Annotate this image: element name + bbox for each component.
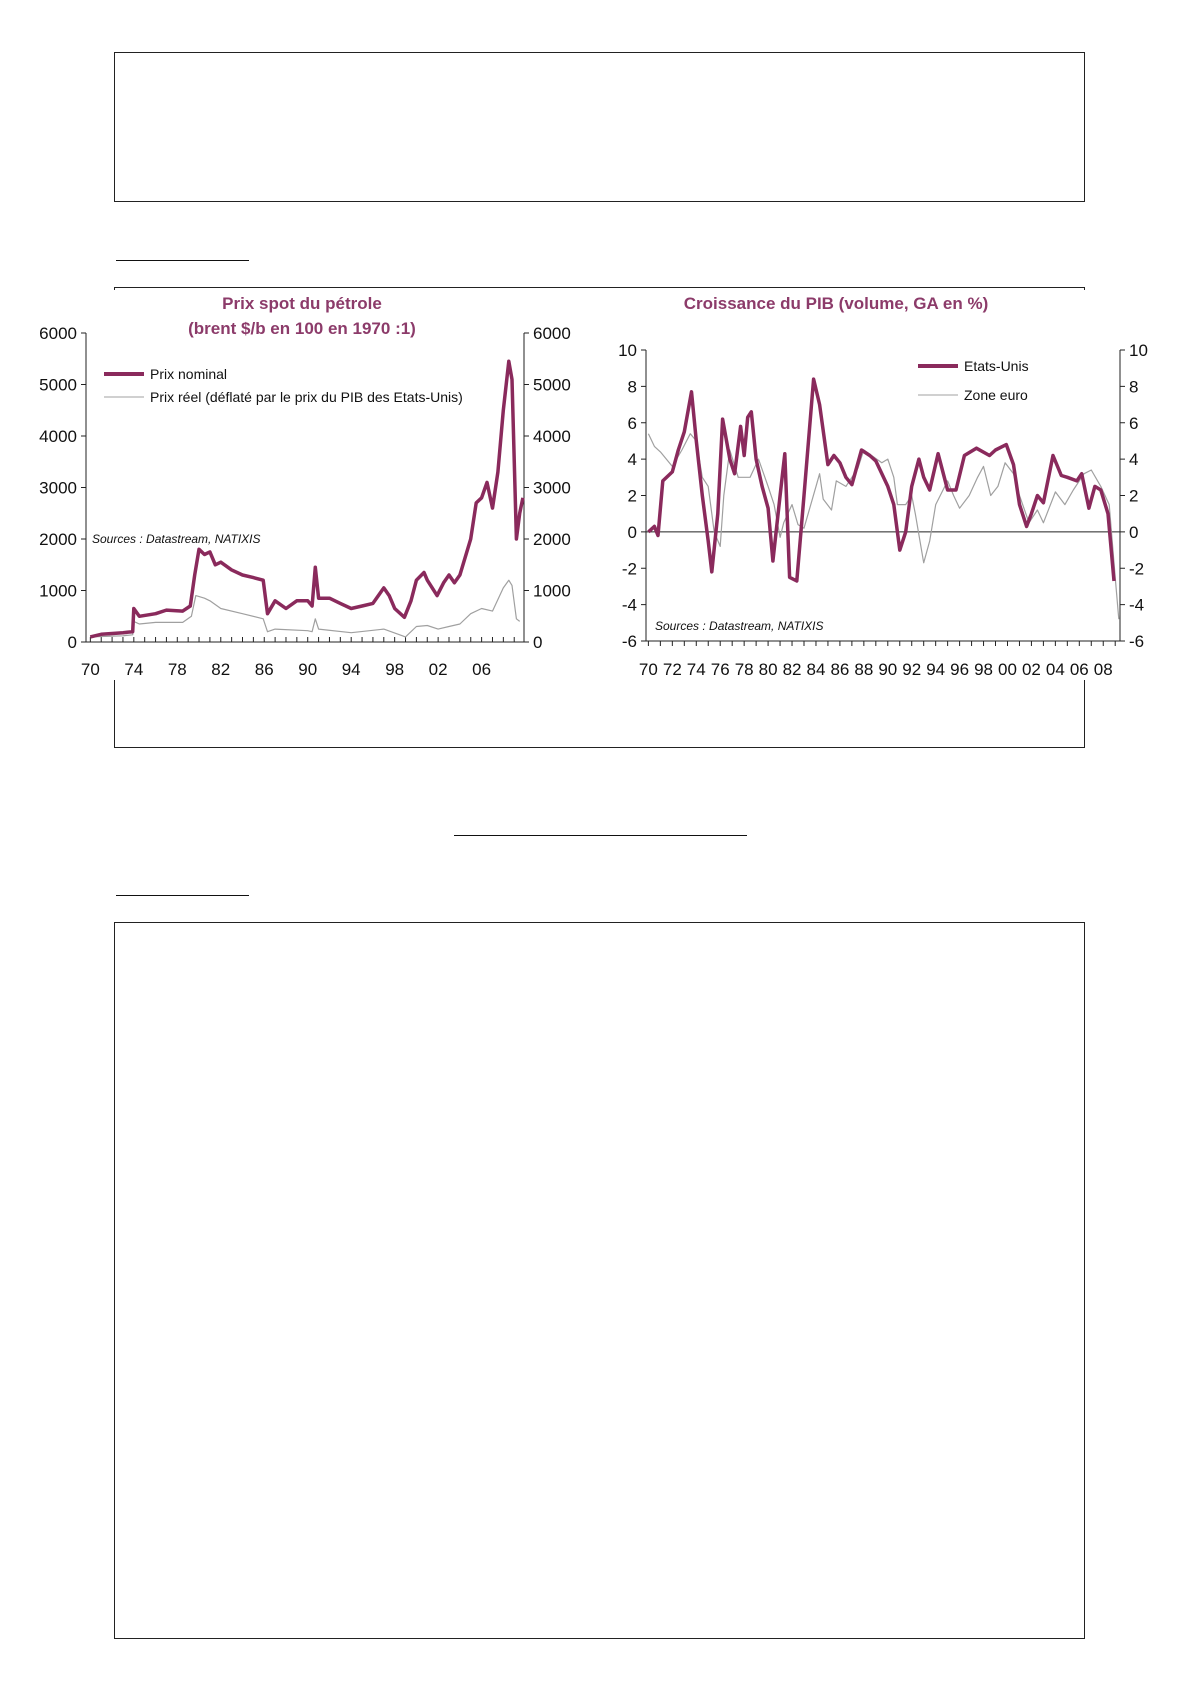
legend-label-euro: Zone euro: [964, 387, 1028, 403]
x-tick-label: 90: [298, 660, 317, 679]
y-tick-label-left: -2: [622, 559, 637, 578]
empty-frame-top: [114, 52, 1085, 202]
y-tick-label-right: -6: [1129, 632, 1144, 651]
x-tick-label: 70: [639, 660, 658, 679]
x-tick-label: 94: [926, 660, 945, 679]
legend-label-us: Etats-Unis: [964, 358, 1029, 374]
x-tick-label: 08: [1094, 660, 1113, 679]
heading-underline-1: [116, 260, 249, 261]
heading-underline-2: [454, 835, 747, 836]
x-tick-label: 00: [998, 660, 1017, 679]
legend-label-nominal: Prix nominal: [150, 366, 227, 382]
x-tick-label: 02: [429, 660, 448, 679]
y-tick-label-right: 6: [1129, 414, 1138, 433]
y-tick-label-right: 10: [1129, 341, 1148, 360]
x-tick-label: 80: [759, 660, 778, 679]
x-tick-label: 94: [342, 660, 361, 679]
x-tick-label: 98: [385, 660, 404, 679]
x-tick-label: 84: [807, 660, 826, 679]
y-tick-label-left: 3000: [39, 479, 77, 498]
x-tick-label: 78: [735, 660, 754, 679]
x-tick-label: 82: [211, 660, 230, 679]
y-tick-label-right: 0: [1129, 523, 1138, 542]
gdp-chart-title: Croissance du PIB (volume, GA en %): [684, 294, 989, 313]
x-tick-label: 82: [783, 660, 802, 679]
y-tick-label-left: -4: [622, 596, 637, 615]
x-tick-label: 74: [687, 660, 706, 679]
y-tick-label-left: 2000: [39, 530, 77, 549]
x-tick-label: 74: [124, 660, 143, 679]
oil-plot: 0 0 1000 1000 2000 2000 3000 3000 4000 4000 5000 50…: [39, 324, 571, 679]
y-tick-label-right: 2000: [533, 530, 571, 549]
y-tick-label-right: 6000: [533, 324, 571, 343]
x-tick-label: 78: [168, 660, 187, 679]
oil-chart-title-2: (brent $/b en 100 en 1970 :1): [188, 319, 416, 338]
x-tick-label: 04: [1046, 660, 1065, 679]
legend-label-real: Prix réel (déflaté par le prix du PIB de…: [150, 389, 463, 405]
y-tick-label-left: -6: [622, 632, 637, 651]
y-tick-label-right: 5000: [533, 376, 571, 395]
series-line-0: [647, 377, 1116, 583]
y-tick-label-left: 8: [628, 377, 637, 396]
x-tick-label: 86: [255, 660, 274, 679]
x-tick-label: 90: [878, 660, 897, 679]
y-tick-label-right: 2: [1129, 487, 1138, 506]
y-tick-label-left: 6000: [39, 324, 77, 343]
heading-underline-3: [116, 895, 249, 896]
oil-source-note: Sources : Datastream, NATIXIS: [92, 532, 261, 546]
y-tick-label-left: 1000: [39, 582, 77, 601]
x-tick-label: 76: [711, 660, 730, 679]
y-tick-label-right: 8: [1129, 377, 1138, 396]
y-tick-label-right: -2: [1129, 559, 1144, 578]
y-tick-label-right: 4000: [533, 427, 571, 446]
y-tick-label-right: 3000: [533, 479, 571, 498]
y-tick-label-right: 4: [1129, 450, 1138, 469]
x-tick-label: 96: [950, 660, 969, 679]
series-line-1: [647, 433, 1120, 620]
x-tick-label: 02: [1022, 660, 1041, 679]
y-tick-label-left: 0: [68, 633, 77, 652]
x-tick-label: 98: [974, 660, 993, 679]
y-tick-label-left: 4: [628, 450, 637, 469]
x-tick-label: 72: [663, 660, 682, 679]
gdp-source-note: Sources : Datastream, NATIXIS: [655, 619, 824, 633]
empty-frame-bottom: [114, 922, 1085, 1639]
x-tick-label: 70: [81, 660, 100, 679]
y-tick-label-left: 5000: [39, 376, 77, 395]
y-tick-label-left: 10: [618, 341, 637, 360]
oil-chart-title-1: Prix spot du pétrole: [222, 294, 382, 313]
x-tick-label: 86: [830, 660, 849, 679]
y-tick-label-left: 6: [628, 414, 637, 433]
y-tick-label-right: 0: [533, 633, 542, 652]
x-tick-label: 06: [472, 660, 491, 679]
x-tick-label: 92: [902, 660, 921, 679]
charts-background: [20, 290, 1170, 680]
x-tick-label: 06: [1070, 660, 1089, 679]
y-tick-label-left: 4000: [39, 427, 77, 446]
series-line-0: [89, 359, 525, 639]
gdp-growth-chart: Croissance du PIB (volume, GA en %) -6 -6…: [618, 294, 1148, 679]
y-tick-label-right: -4: [1129, 596, 1144, 615]
y-tick-label-left: 2: [628, 487, 637, 506]
y-tick-label-left: 0: [628, 523, 637, 542]
x-tick-label: 88: [854, 660, 873, 679]
y-tick-label-right: 1000: [533, 582, 571, 601]
series-line-1: [90, 579, 521, 638]
oil-price-chart: Prix spot du pétrole (brent $/b en 100 e…: [39, 294, 571, 679]
